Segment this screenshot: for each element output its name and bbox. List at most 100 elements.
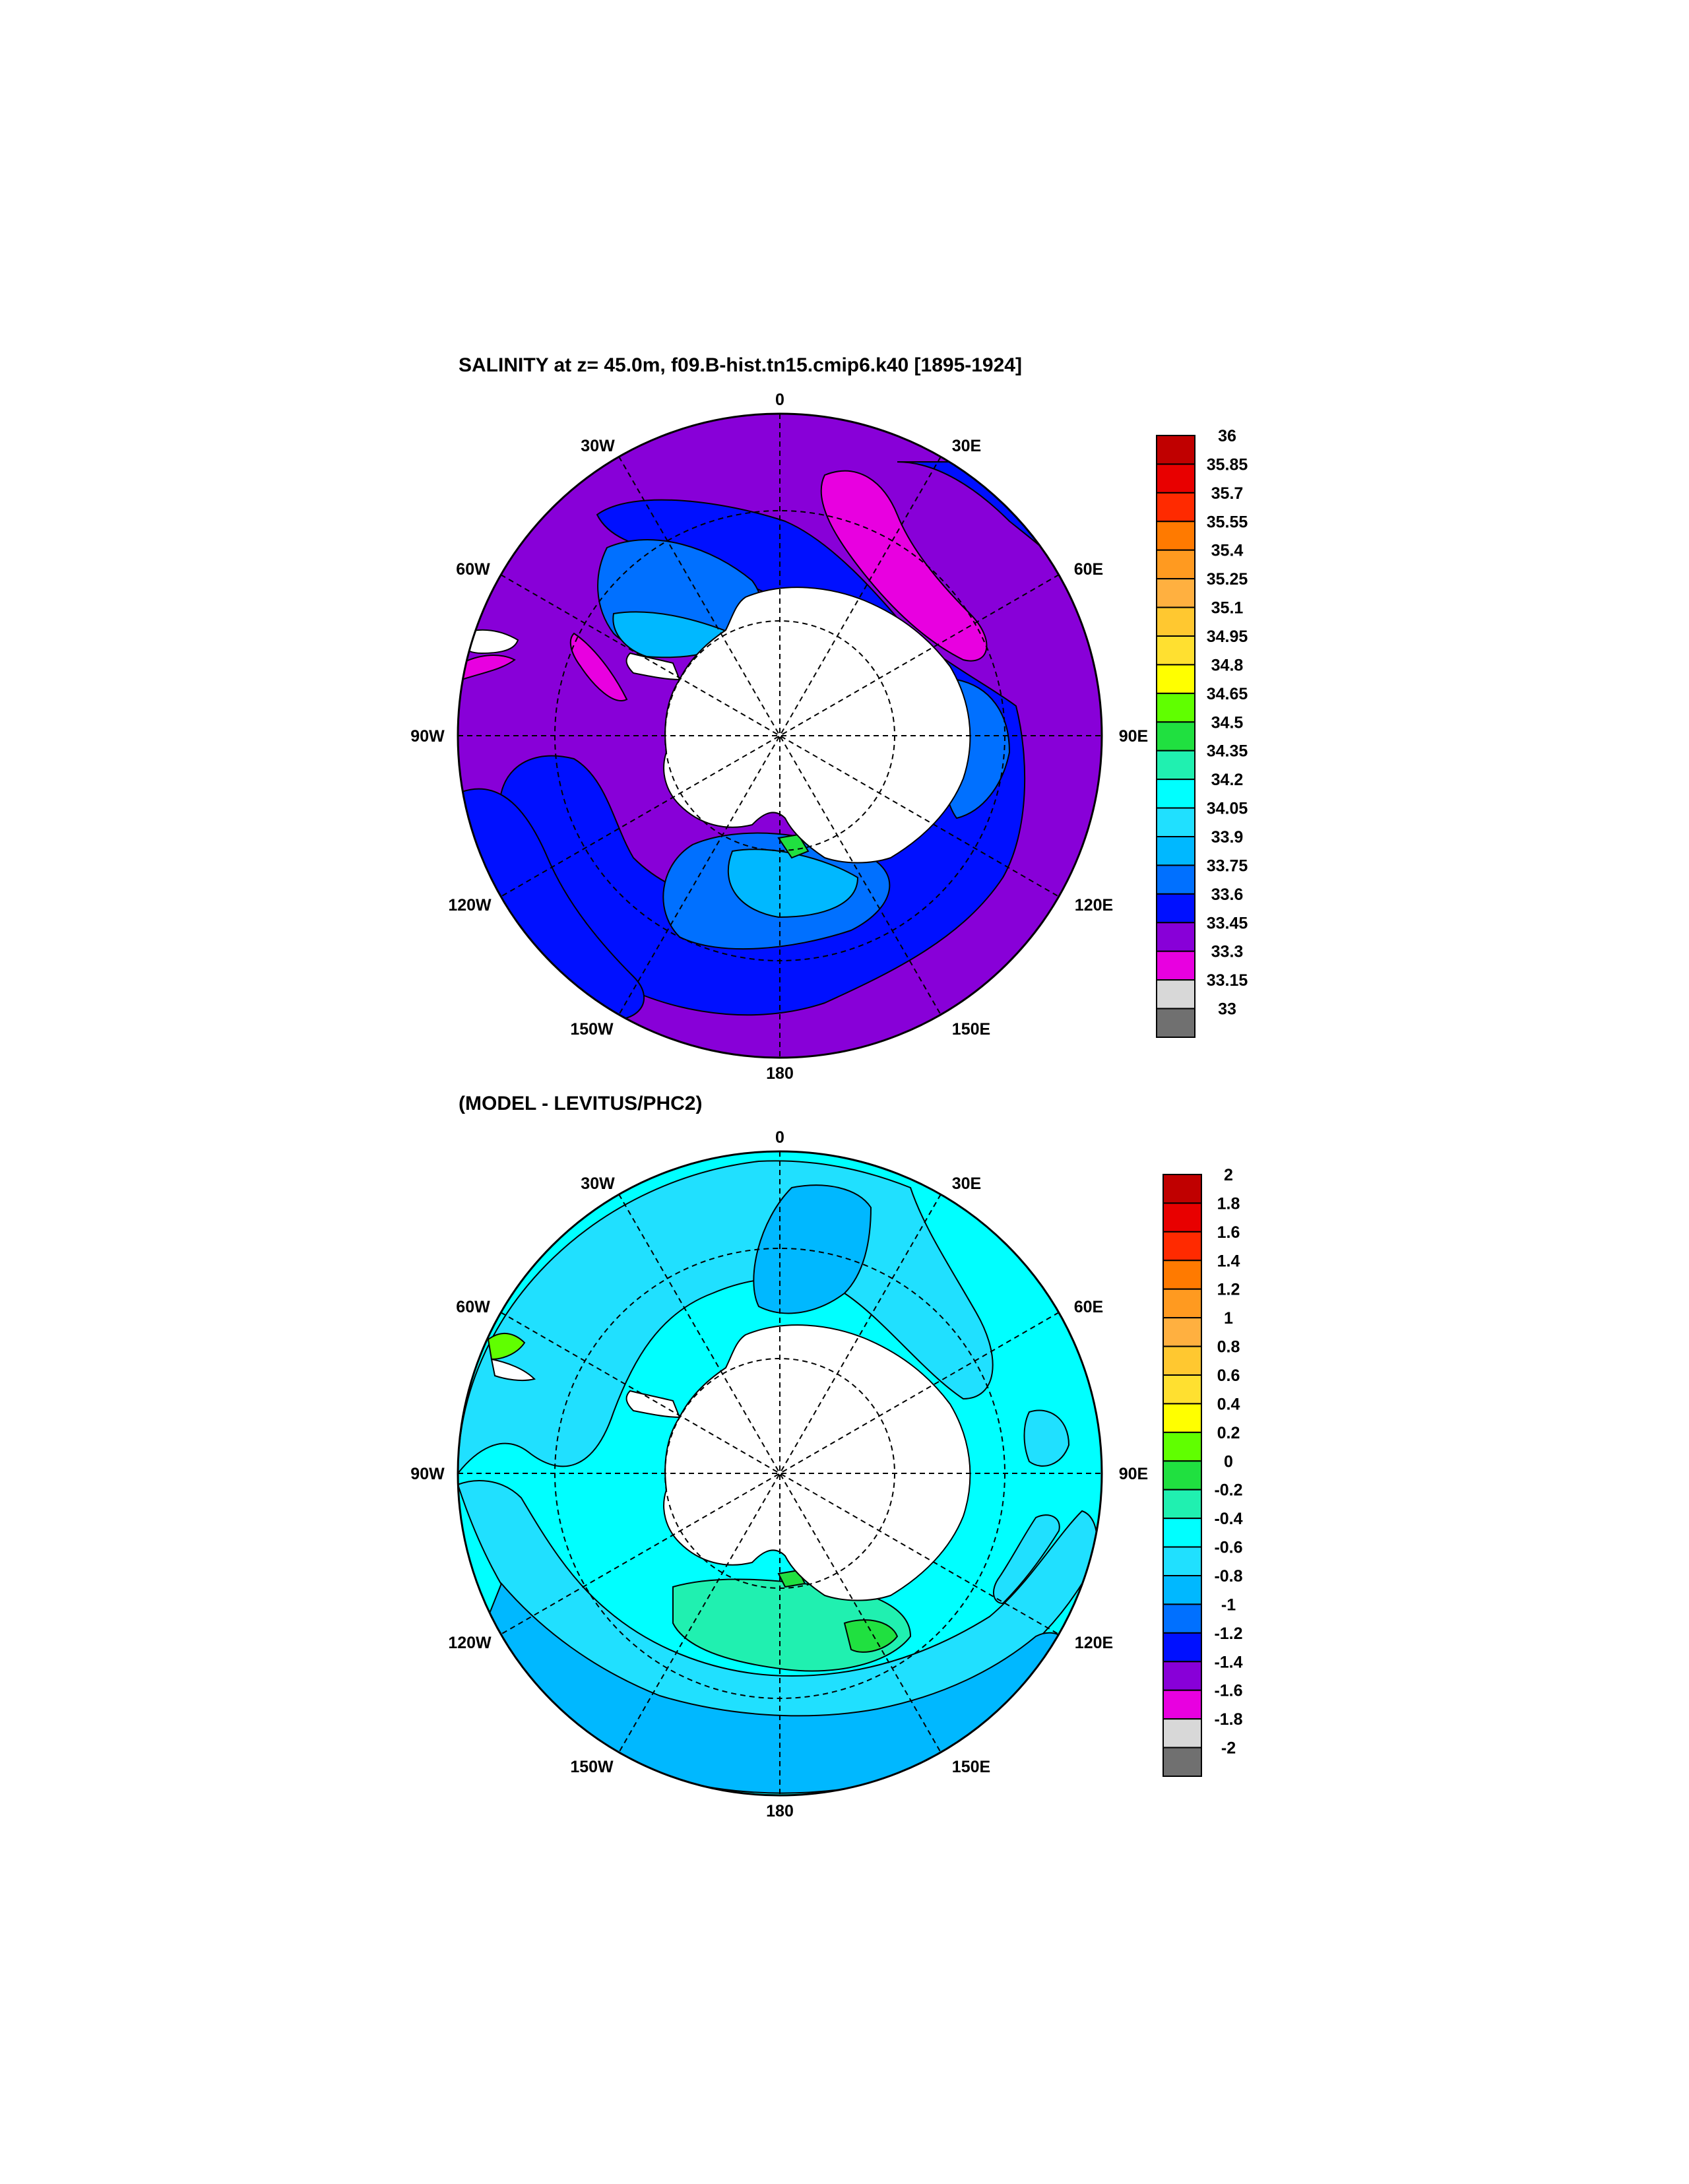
bottom-lon-label-60e: 60E [1074, 1298, 1103, 1316]
bottom-lon-label-120w: 120W [448, 1634, 492, 1652]
top-lon-label-150e: 150E [952, 1020, 990, 1039]
top-lon-label-180: 180 [766, 1064, 794, 1083]
top-colorbar-swatch [1156, 692, 1195, 723]
top-lon-labels: 0 30E 60E 90E 120E 150E 180 150W 120W 90… [410, 391, 1148, 1083]
top-colorbar-label: 34.8 [1211, 656, 1244, 674]
bottom-colorbar-swatch [1163, 1546, 1202, 1577]
top-colorbar-swatch [1156, 836, 1195, 866]
top-lon-label-30e: 30E [952, 437, 981, 455]
bottom-colorbar-label: 1.2 [1217, 1281, 1240, 1299]
bottom-antarctica [663, 1324, 971, 1601]
top-colorbar-label: 33.3 [1211, 943, 1244, 961]
bottom-colorbar-swatch [1163, 1489, 1202, 1520]
bottom-south-america [490, 1358, 536, 1382]
bottom-colorbar-label: 2 [1224, 1166, 1233, 1184]
top-colorbar-label: 36 [1218, 427, 1236, 445]
bottom-colorbar-label: 1.6 [1217, 1223, 1240, 1242]
top-colorbar-swatch [1156, 893, 1195, 924]
bottom-region-lightblue-east-streak [993, 1514, 1060, 1605]
bottom-colorbar-label: 0 [1224, 1452, 1233, 1471]
bottom-colorbar-swatch [1163, 1661, 1202, 1691]
top-colorbar-swatch [1156, 750, 1195, 781]
top-colorbar-swatch [1156, 492, 1195, 523]
top-colorbar-label: 33.15 [1207, 971, 1248, 990]
top-colorbar-swatch [1156, 979, 1195, 1010]
top-colorbar-label: 33.6 [1211, 885, 1244, 904]
bottom-colorbar-swatch [1163, 1518, 1202, 1548]
top-map-frame [457, 412, 1103, 1059]
bottom-colorbar-label: 0.8 [1217, 1338, 1240, 1357]
top-antarctic-peninsula [625, 652, 681, 681]
bottom-lon-label-90e: 90E [1119, 1465, 1148, 1483]
top-lon-label-90e: 90E [1119, 727, 1148, 746]
top-colorbar-label: 35.25 [1207, 570, 1248, 589]
top-colorbar-label: 33 [1218, 1000, 1236, 1019]
top-colorbar-label: 34.35 [1207, 742, 1248, 761]
bottom-lon-label-150w: 150W [570, 1758, 614, 1776]
bottom-colorbar-swatch [1163, 1603, 1202, 1634]
top-region-magenta-sa [461, 655, 516, 681]
top-colorbar-swatch [1156, 435, 1195, 465]
top-colorbar-swatch [1156, 606, 1195, 637]
bottom-colorbar-swatch [1163, 1689, 1202, 1720]
bottom-colorbar-swatch [1163, 1747, 1202, 1778]
top-colorbar-swatch [1156, 521, 1195, 551]
bottom-colorbar-swatch [1163, 1260, 1202, 1290]
bottom-region-lightblue-east-patch [1023, 1409, 1070, 1467]
top-lon-label-60e: 60E [1074, 560, 1103, 579]
bottom-colorbar-label: -1 [1221, 1595, 1236, 1614]
bottom-colorbar-label: -1.8 [1214, 1710, 1242, 1729]
top-lon-label-120w: 120W [448, 896, 492, 915]
bottom-colorbar-swatch [1163, 1288, 1202, 1319]
top-colorbar-swatch [1156, 950, 1195, 981]
top-region-magenta-east [820, 470, 988, 662]
top-lon-label-120e: 120E [1075, 896, 1113, 915]
bottom-lon-label-90w: 90W [410, 1465, 445, 1483]
bottom-colorbar-swatch [1163, 1431, 1202, 1462]
bottom-colorbar-label: 0.6 [1217, 1366, 1240, 1385]
bottom-colorbar-swatch [1163, 1718, 1202, 1749]
top-antarctica [663, 587, 971, 864]
bottom-colorbar-swatch [1163, 1632, 1202, 1663]
bottom-colorbar-label: -2 [1221, 1739, 1236, 1758]
top-colorbar-label: 35.55 [1207, 513, 1248, 531]
top-region-magenta-west [569, 632, 628, 701]
bottom-lon-label-60w: 60W [456, 1298, 490, 1316]
top-colorbar-swatch [1156, 664, 1195, 694]
bottom-colorbar-swatch [1163, 1460, 1202, 1491]
top-colorbar-label: 35.85 [1207, 455, 1248, 474]
bottom-colorbar-label: 0.2 [1217, 1424, 1240, 1442]
top-colorbar-swatch [1156, 779, 1195, 809]
top-colorbar-label: 34.5 [1211, 713, 1244, 732]
bottom-colorbar-label: -0.4 [1214, 1510, 1242, 1528]
bottom-colorbar-label: -1.6 [1214, 1682, 1242, 1700]
top-colorbar-label: 33.75 [1207, 856, 1248, 875]
top-lon-label-150w: 150W [570, 1020, 614, 1039]
bottom-colorbar-swatch [1163, 1202, 1202, 1233]
bottom-graticule [458, 1151, 1102, 1795]
bottom-colorbar: 2 1.8 1.6 1.4 1.2 1 0.8 0.6 0.4 0.2 0 -0.2 -0.4 -0.6 -… [1163, 1166, 1243, 1778]
bottom-colorbar-label: 1 [1224, 1309, 1233, 1328]
top-colorbar-swatch [1156, 1008, 1195, 1038]
top-colorbar-label: 35.7 [1211, 484, 1244, 503]
bottom-colorbar-label: -1.2 [1214, 1624, 1242, 1643]
bottom-lon-label-180: 180 [766, 1802, 794, 1820]
bottom-colorbar-swatch [1163, 1575, 1202, 1605]
top-colorbar-swatch [1156, 922, 1195, 952]
bottom-colorbar-swatch [1163, 1345, 1202, 1376]
top-colorbar-swatch [1156, 864, 1195, 895]
top-lon-label-60w: 60W [456, 560, 490, 579]
top-graticule [458, 414, 1102, 1058]
top-colorbar-label: 34.05 [1207, 800, 1248, 818]
bottom-lon-labels: 0 30E 60E 90E 120E 150E 180 150W 120W 90… [410, 1128, 1148, 1820]
bottom-colorbar-label: -0.2 [1214, 1481, 1242, 1500]
top-colorbar-swatch [1156, 721, 1195, 752]
top-panel: SALINITY at z= 45.0m, f09.B-hist.tn15.cm… [410, 354, 1248, 1083]
bottom-colorbar-label: -0.6 [1214, 1539, 1242, 1557]
top-panel-title: SALINITY at z= 45.0m, f09.B-hist.tn15.cm… [459, 354, 1022, 376]
bottom-antarctic-peninsula [625, 1390, 681, 1419]
top-colorbar-label: 35.4 [1211, 542, 1244, 560]
top-colorbar-label: 33.9 [1211, 828, 1244, 847]
top-lon-label-30w: 30W [581, 437, 615, 455]
